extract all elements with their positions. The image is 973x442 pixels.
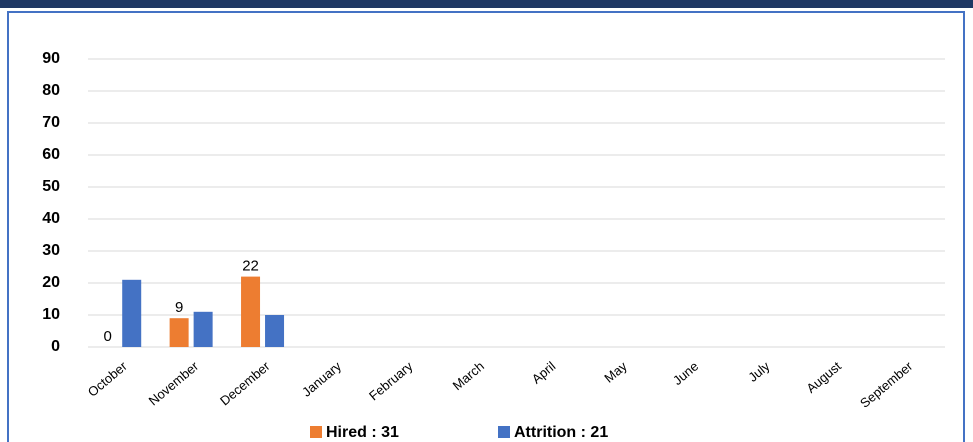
bar [169,318,189,347]
data-label: 9 [175,299,183,316]
y-tick-label: 0 [51,338,60,355]
header-bar [0,0,973,8]
chart-frame [7,11,965,442]
bar [241,276,261,347]
legend-label: Attrition : 21 [514,424,608,441]
y-tick-label: 50 [42,178,60,195]
y-tick-label: 30 [42,242,60,259]
bar [122,279,142,347]
bar [193,311,213,347]
legend-label: Hired : 31 [326,424,399,441]
data-label: 22 [242,258,259,275]
y-tick-label: 20 [42,274,60,291]
y-tick-label: 90 [42,50,60,67]
legend-swatch [498,426,510,438]
y-tick-label: 70 [42,114,60,131]
legend-swatch [310,426,322,438]
data-label: 0 [104,328,112,345]
y-tick-label: 80 [42,82,60,99]
y-tick-label: 10 [42,306,60,323]
y-tick-label: 60 [42,146,60,163]
y-tick-label: 40 [42,210,60,227]
bar [265,315,285,347]
